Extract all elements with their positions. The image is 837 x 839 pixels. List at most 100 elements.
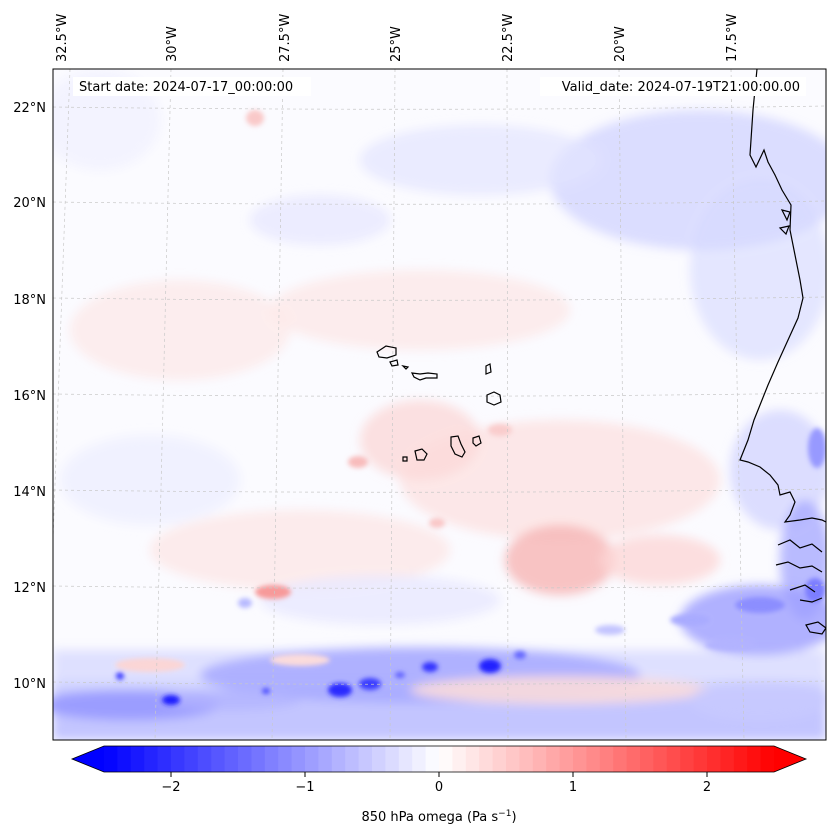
island-brava <box>402 456 408 462</box>
colorbar-cell <box>586 746 601 772</box>
colorbar-cell <box>519 746 534 772</box>
map-frame <box>52 68 827 741</box>
map-panel: Start date: 2024-07-17_00:00:00 Valid_da… <box>52 68 827 741</box>
longitude-labels: 32.5°W 30°W 27.5°W 25°W 22.5°W 20°W 17.5… <box>55 14 740 62</box>
colorbar-label: 850 hPa omega (Pa s−1) <box>361 809 516 825</box>
colorbar-cell <box>760 746 775 772</box>
colorbar-tick-label: −2 <box>161 780 180 795</box>
lon-label: 17.5°W <box>725 14 740 62</box>
omega-field-broad <box>53 70 826 625</box>
island-boa-vista <box>486 391 502 406</box>
colorbar-tick-label: −1 <box>295 780 314 795</box>
colorbar-cell <box>653 746 668 772</box>
colorbar-cell <box>506 746 520 772</box>
colorbar-cell <box>398 746 413 772</box>
lat-label: 18°N <box>13 293 46 308</box>
island-maio <box>472 435 482 447</box>
colorbar-cell <box>693 746 708 772</box>
africa-coastline <box>739 69 826 523</box>
colorbar: −2 −1 0 1 2 850 hPa omega (Pa s−1) <box>70 745 808 825</box>
valid-date-box <box>540 77 806 96</box>
colorbar-cell <box>157 746 172 772</box>
colorbar-cell <box>184 746 199 772</box>
colorbar-cell <box>211 746 226 772</box>
lon-label: 32.5°W <box>55 14 70 62</box>
colorbar-cell <box>546 746 561 772</box>
colorbar-cell <box>559 746 574 772</box>
lat-label: 12°N <box>13 581 46 596</box>
colorbar-cell <box>733 746 748 772</box>
latitude-labels: 22°N 20°N 18°N 16°N 14°N 12°N 10°N <box>13 101 46 692</box>
colorbar-cell <box>412 746 427 772</box>
lon-label: 30°W <box>165 26 180 62</box>
island-sao-vicente <box>389 359 399 367</box>
omega-field-cells <box>115 110 826 705</box>
colorbar-cell <box>372 746 386 772</box>
colorbar-cell <box>613 746 628 772</box>
colorbar-cell <box>291 746 306 772</box>
colorbar-cell <box>439 746 453 772</box>
colorbar-cell <box>130 746 145 772</box>
island-sal <box>485 363 492 375</box>
colorbar-cell <box>532 746 547 772</box>
colorbar-cell <box>318 746 333 772</box>
colorbar-cell <box>573 746 587 772</box>
island-santa-luzia <box>401 365 410 370</box>
colorbar-cell <box>171 746 185 772</box>
lon-label: 25°W <box>389 26 404 62</box>
colorbar-cell <box>492 746 507 772</box>
colorbar-cell <box>358 746 373 772</box>
colorbar-tick-label: 0 <box>435 780 443 795</box>
colorbar-cell <box>452 746 467 772</box>
colorbar-cell <box>224 746 239 772</box>
colorbar-cell <box>425 746 440 772</box>
colorbar-tick-label: 2 <box>703 780 711 795</box>
lon-label: 27.5°W <box>278 14 293 62</box>
lon-label: 20°W <box>613 26 628 62</box>
colorbar-cell <box>707 746 721 772</box>
colorbar-cells <box>104 746 775 772</box>
colorbar-cell <box>666 746 681 772</box>
island-santiago <box>450 435 466 458</box>
colorbar-cell <box>251 746 266 772</box>
valid-date-label: Valid_date: 2024-07-19T21:00:00.00 <box>562 80 800 95</box>
colorbar-cell <box>238 746 252 772</box>
colorbar-cell <box>680 746 695 772</box>
colorbar-ticks: −2 −1 0 1 2 <box>161 772 711 795</box>
coastline <box>739 69 826 635</box>
island-sao-nicolau <box>410 372 438 381</box>
island-santo-antao <box>376 345 397 359</box>
colorbar-cell <box>747 746 762 772</box>
start-date-label: Start date: 2024-07-17_00:00:00 <box>79 80 293 95</box>
lat-label: 22°N <box>13 101 46 116</box>
colorbar-cell <box>331 746 346 772</box>
colorbar-cell <box>720 746 735 772</box>
colorbar-extend-min <box>72 746 104 772</box>
colorbar-cell <box>117 746 132 772</box>
colorbar-tick-label: 1 <box>569 780 577 795</box>
colorbar-cell <box>599 746 614 772</box>
lat-label: 14°N <box>13 485 46 500</box>
colorbar-cell <box>626 746 641 772</box>
colorbar-cell <box>640 746 654 772</box>
colorbar-cell <box>278 746 293 772</box>
colorbar-cell <box>144 746 159 772</box>
gridlines <box>53 69 826 740</box>
island-fogo <box>414 448 428 461</box>
colorbar-extend-max <box>774 746 806 772</box>
cabo-verde-islands <box>376 345 502 462</box>
omega-field <box>53 69 826 740</box>
start-date-box <box>73 77 311 96</box>
colorbar-cell <box>465 746 480 772</box>
lat-label: 16°N <box>13 389 46 404</box>
colorbar-outline <box>70 745 808 773</box>
colorbar-cell <box>479 746 494 772</box>
lon-label: 22.5°W <box>501 14 516 62</box>
colorbar-cell <box>385 746 400 772</box>
colorbar-cell <box>305 746 319 772</box>
lat-label: 20°N <box>13 196 46 211</box>
colorbar-cell <box>264 746 279 772</box>
colorbar-cell <box>104 746 118 772</box>
colorbar-cell <box>197 746 212 772</box>
